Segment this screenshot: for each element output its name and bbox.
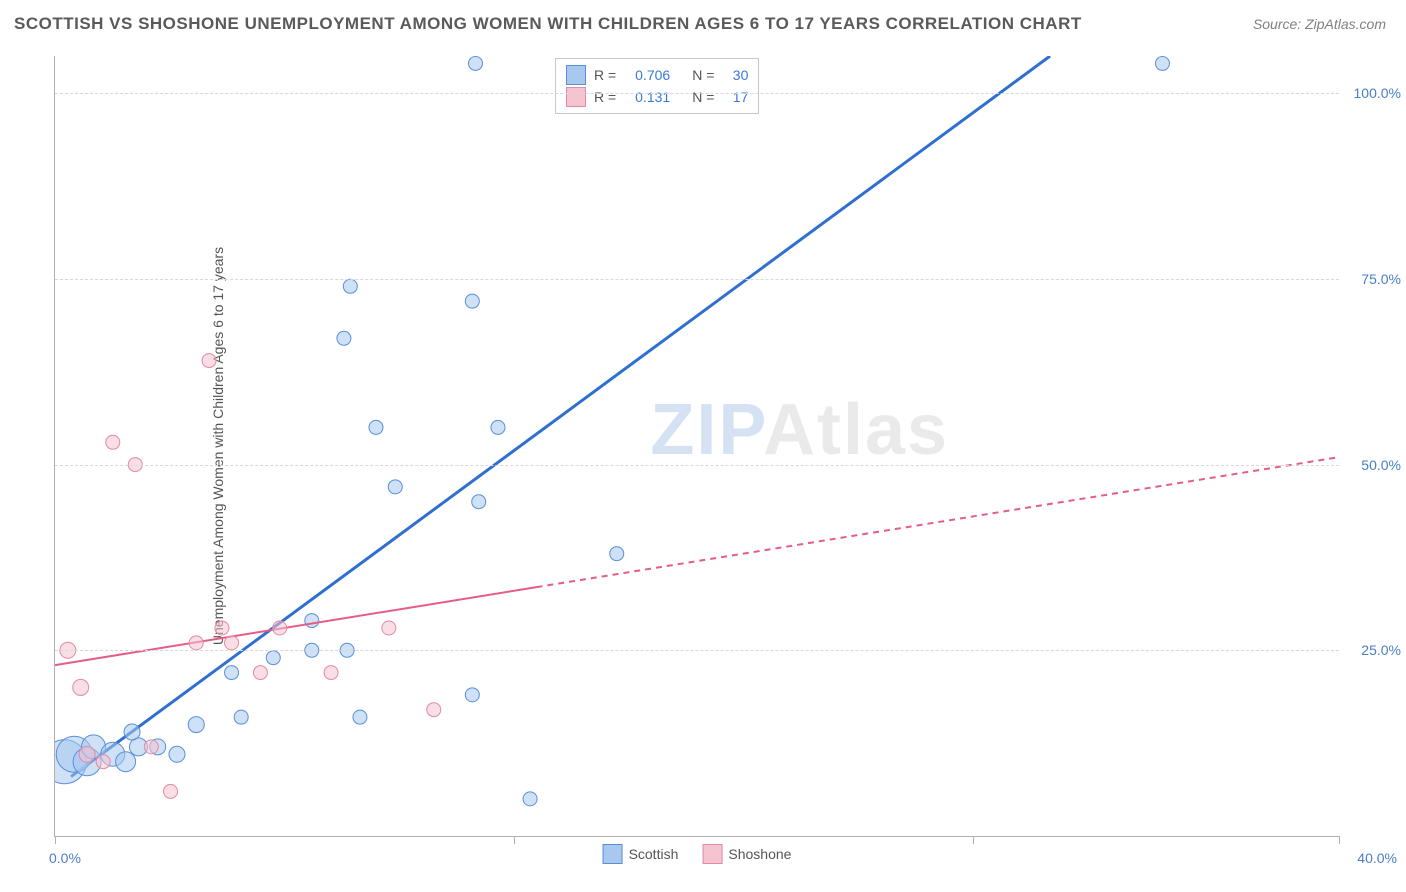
data-point (305, 614, 319, 628)
data-point (116, 752, 136, 772)
data-point (523, 792, 537, 806)
data-point (324, 666, 338, 680)
legend-n-value: 30 (722, 67, 748, 83)
legend-n-label: N = (692, 67, 714, 83)
data-point (343, 279, 357, 293)
gridline (55, 279, 1339, 280)
data-point (202, 354, 216, 368)
legend-swatch (566, 65, 586, 85)
data-point (610, 547, 624, 561)
legend-r-label: R = (594, 67, 616, 83)
data-point (225, 636, 239, 650)
data-point (188, 717, 204, 733)
x-end-label: 40.0% (1357, 850, 1397, 866)
x-tick (1339, 836, 1340, 844)
legend-r-value: 0.706 (624, 67, 670, 83)
legend-row: R = 0.706 N = 30 (566, 65, 748, 85)
y-tick-label: 100.0% (1354, 85, 1401, 101)
data-point (106, 435, 120, 449)
correlation-legend: R = 0.706 N = 30 R = 0.131 N = 17 (555, 58, 759, 114)
chart-title: SCOTTISH VS SHOSHONE UNEMPLOYMENT AMONG … (14, 14, 1082, 34)
legend-r-label: R = (594, 89, 616, 105)
legend-label: Shoshone (728, 846, 791, 862)
trend-line (55, 587, 537, 665)
data-point (1155, 56, 1169, 70)
data-point (266, 651, 280, 665)
y-tick-label: 25.0% (1361, 642, 1401, 658)
data-point (469, 56, 483, 70)
legend-item: Scottish (603, 844, 679, 864)
data-point (465, 688, 479, 702)
data-point (353, 710, 367, 724)
y-tick-label: 50.0% (1361, 457, 1401, 473)
gridline (55, 465, 1339, 466)
data-point (96, 755, 110, 769)
data-point (169, 746, 185, 762)
trend-line (71, 56, 1050, 777)
data-point (215, 621, 229, 635)
data-point (382, 621, 396, 635)
data-point (189, 636, 203, 650)
trend-line-extrapolated (537, 457, 1340, 587)
data-point (465, 294, 479, 308)
x-tick (514, 836, 515, 844)
data-point (253, 666, 267, 680)
x-tick (55, 836, 56, 844)
chart-svg (55, 56, 1339, 836)
legend-n-value: 17 (722, 89, 748, 105)
legend-r-value: 0.131 (624, 89, 670, 105)
data-point (273, 621, 287, 635)
data-point (388, 480, 402, 494)
data-point (73, 679, 89, 695)
data-point (144, 740, 158, 754)
gridline (55, 93, 1339, 94)
legend-row: R = 0.131 N = 17 (566, 87, 748, 107)
source-attribution: Source: ZipAtlas.com (1253, 16, 1386, 32)
legend-item: Shoshone (702, 844, 791, 864)
gridline (55, 650, 1339, 651)
x-tick (973, 836, 974, 844)
legend-swatch (603, 844, 623, 864)
legend-n-label: N = (692, 89, 714, 105)
x-origin-label: 0.0% (49, 850, 81, 866)
data-point (491, 420, 505, 434)
data-point (337, 331, 351, 345)
legend-label: Scottish (629, 846, 679, 862)
y-tick-label: 75.0% (1361, 271, 1401, 287)
plot-area: Unemployment Among Women with Children A… (54, 56, 1339, 837)
data-point (164, 784, 178, 798)
data-point (225, 666, 239, 680)
data-point (369, 420, 383, 434)
data-point (472, 495, 486, 509)
legend-swatch (702, 844, 722, 864)
data-point (79, 746, 95, 762)
series-legend: Scottish Shoshone (603, 844, 792, 864)
legend-swatch (566, 87, 586, 107)
data-point (124, 724, 140, 740)
data-point (427, 703, 441, 717)
data-point (234, 710, 248, 724)
